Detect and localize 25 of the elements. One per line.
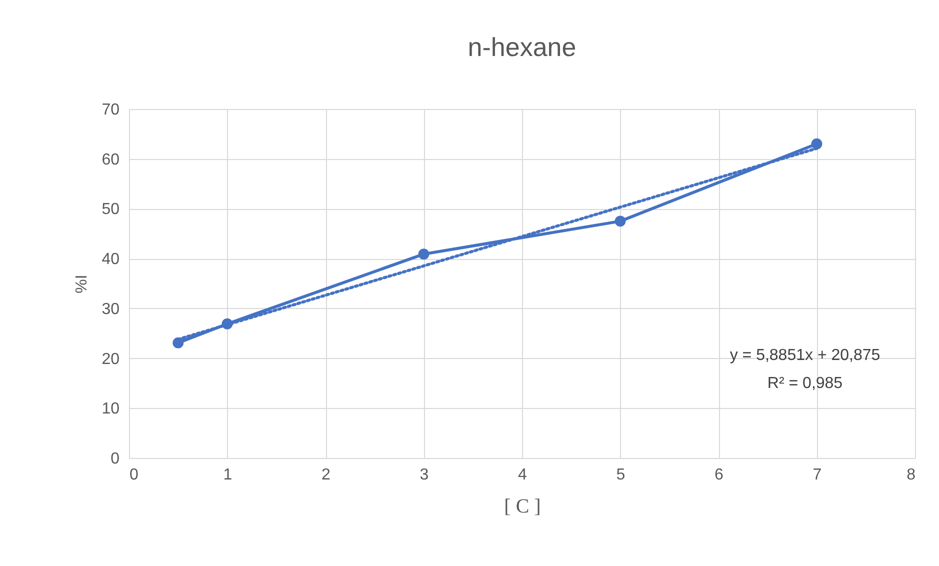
point bbox=[811, 138, 822, 150]
x-tick-label: 1 bbox=[223, 466, 232, 484]
x-tick-label: 8 bbox=[906, 466, 916, 484]
x-tick-label: 5 bbox=[616, 466, 626, 484]
annotation: y = 5,8851x + 20,875 bbox=[730, 347, 880, 364]
annotation: R² = 0,985 bbox=[767, 375, 843, 392]
x-tick-label: 0 bbox=[130, 466, 138, 484]
x-tick-label: 2 bbox=[322, 466, 331, 484]
point bbox=[418, 248, 430, 260]
y-tick-label: 20 bbox=[102, 350, 120, 368]
y-tick-label: 0 bbox=[110, 450, 120, 468]
x-axis-title: [ C ] bbox=[504, 496, 541, 518]
y-tick-label: 50 bbox=[102, 201, 120, 218]
y-tick-label: 30 bbox=[102, 300, 120, 318]
x-tick-label: 6 bbox=[714, 466, 724, 484]
y-tick-label: 70 bbox=[102, 102, 120, 118]
chart-title: n-hexane bbox=[468, 32, 576, 62]
x-tick-label: 4 bbox=[518, 466, 528, 484]
x-tick-label: 7 bbox=[812, 466, 822, 484]
x-tick-label: 3 bbox=[420, 466, 429, 484]
point bbox=[614, 216, 626, 227]
y-tick-label: 60 bbox=[102, 151, 120, 168]
y-tick-label: 40 bbox=[102, 251, 120, 268]
y-axis-title: %I bbox=[74, 274, 91, 294]
y-tick-label: 10 bbox=[102, 400, 120, 418]
